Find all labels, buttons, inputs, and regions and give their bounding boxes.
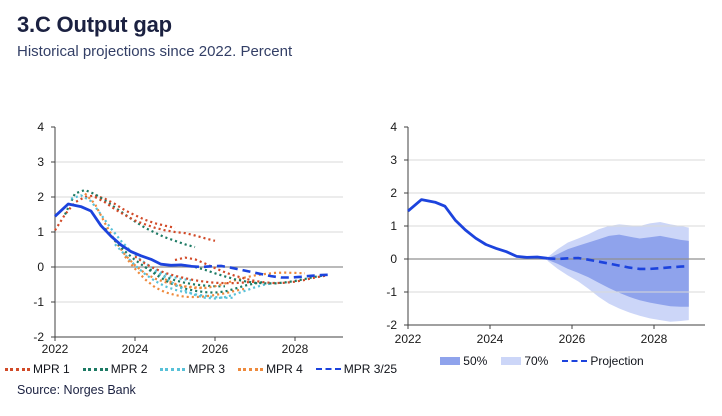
x-tick-label: 2028 [282, 342, 309, 356]
y-tick-label: 4 [390, 120, 397, 134]
series-mpr-3-25 [190, 264, 330, 279]
legend-item-mpr-2: MPR 2 [82, 362, 148, 376]
legend-item-70-: 70% [501, 354, 548, 368]
legend-swatch-dotted [5, 367, 30, 371]
legend-swatch-box [440, 357, 461, 365]
y-tick-label: 3 [390, 153, 397, 167]
legend-swatch-dotted [82, 367, 108, 371]
x-tick-label: 2024 [477, 332, 504, 346]
legend-item-mpr-3-25: MPR 3/25 [315, 362, 398, 376]
y-tick-label: 0 [390, 252, 397, 266]
left-chart-legend: MPR 1 MPR 2 MPR 3 MPR 4 MPR 3/25 [5, 362, 397, 376]
legend-item-mpr-3: MPR 3 [160, 362, 225, 376]
source-note: Source: Norges Bank [17, 383, 136, 397]
y-tick-label: -2 [386, 318, 397, 332]
series-mpr-3-24 [154, 269, 276, 300]
y-tick-label: 0 [37, 260, 44, 274]
y-tick-label: 2 [37, 190, 44, 204]
legend-label: MPR 2 [110, 362, 148, 376]
x-tick-label: 2022 [42, 342, 69, 356]
series-mpr-2-25 [184, 264, 326, 285]
y-tick-label: -2 [33, 330, 44, 344]
fan-band-50- [547, 234, 689, 307]
legend-label: MPR 1 [33, 362, 70, 376]
legend-swatch-dashed [315, 368, 341, 370]
legend-swatch-dotted [160, 367, 186, 371]
series-mpr-1-22 [54, 194, 176, 231]
y-tick-label: 3 [37, 155, 44, 169]
series-projection [547, 256, 689, 271]
output-gap-fan-chart: -2 -1 0 1 2 3 4 2022 2024 2026 2028 [386, 120, 705, 346]
legend-label: MPR 4 [266, 362, 303, 376]
legend-item-projection: Projection [562, 354, 644, 368]
legend-item-mpr-1: MPR 1 [5, 362, 70, 376]
page-subtitle: Historical projections since 2022. Perce… [17, 43, 293, 60]
legend-label: MPR 3/25 [343, 362, 398, 376]
x-tick-label: 2024 [122, 342, 149, 356]
series-mpr-3-22 [70, 194, 192, 282]
y-tick-label: 2 [390, 186, 397, 200]
y-tick-label: -1 [33, 295, 44, 309]
x-tick-label: 2022 [395, 332, 422, 346]
right-chart-legend: 50% 70% Projection [364, 354, 720, 368]
legend-label: 70% [524, 354, 549, 368]
legend-item-mpr-4: MPR 4 [238, 362, 303, 376]
output-gap-history-chart: -2 -1 0 1 2 3 4 2022 2024 2026 2028 [33, 120, 343, 356]
legend-swatch-dotted [238, 367, 264, 371]
legend-item-50-: 50% [440, 354, 487, 368]
legend-label: MPR 3 [188, 362, 226, 376]
series-output-gap-actual [54, 202, 192, 268]
x-tick-label: 2026 [559, 332, 586, 346]
y-tick-label: 4 [37, 120, 44, 134]
series-mpr-1-25 [174, 256, 326, 285]
legend-label: Projection [590, 354, 644, 368]
series-output-gap-actual [407, 198, 548, 260]
series-mpr-1-23 [94, 196, 216, 242]
y-tick-label: -1 [386, 285, 397, 299]
x-tick-label: 2028 [641, 332, 668, 346]
y-tick-label: 1 [390, 219, 397, 233]
legend-swatch-dashed [562, 360, 588, 362]
page-title: 3.C Output gap [17, 12, 172, 37]
y-tick-label: 1 [37, 225, 44, 239]
legend-label: 50% [463, 354, 488, 368]
x-tick-label: 2026 [202, 342, 229, 356]
legend-swatch-box [501, 357, 522, 365]
